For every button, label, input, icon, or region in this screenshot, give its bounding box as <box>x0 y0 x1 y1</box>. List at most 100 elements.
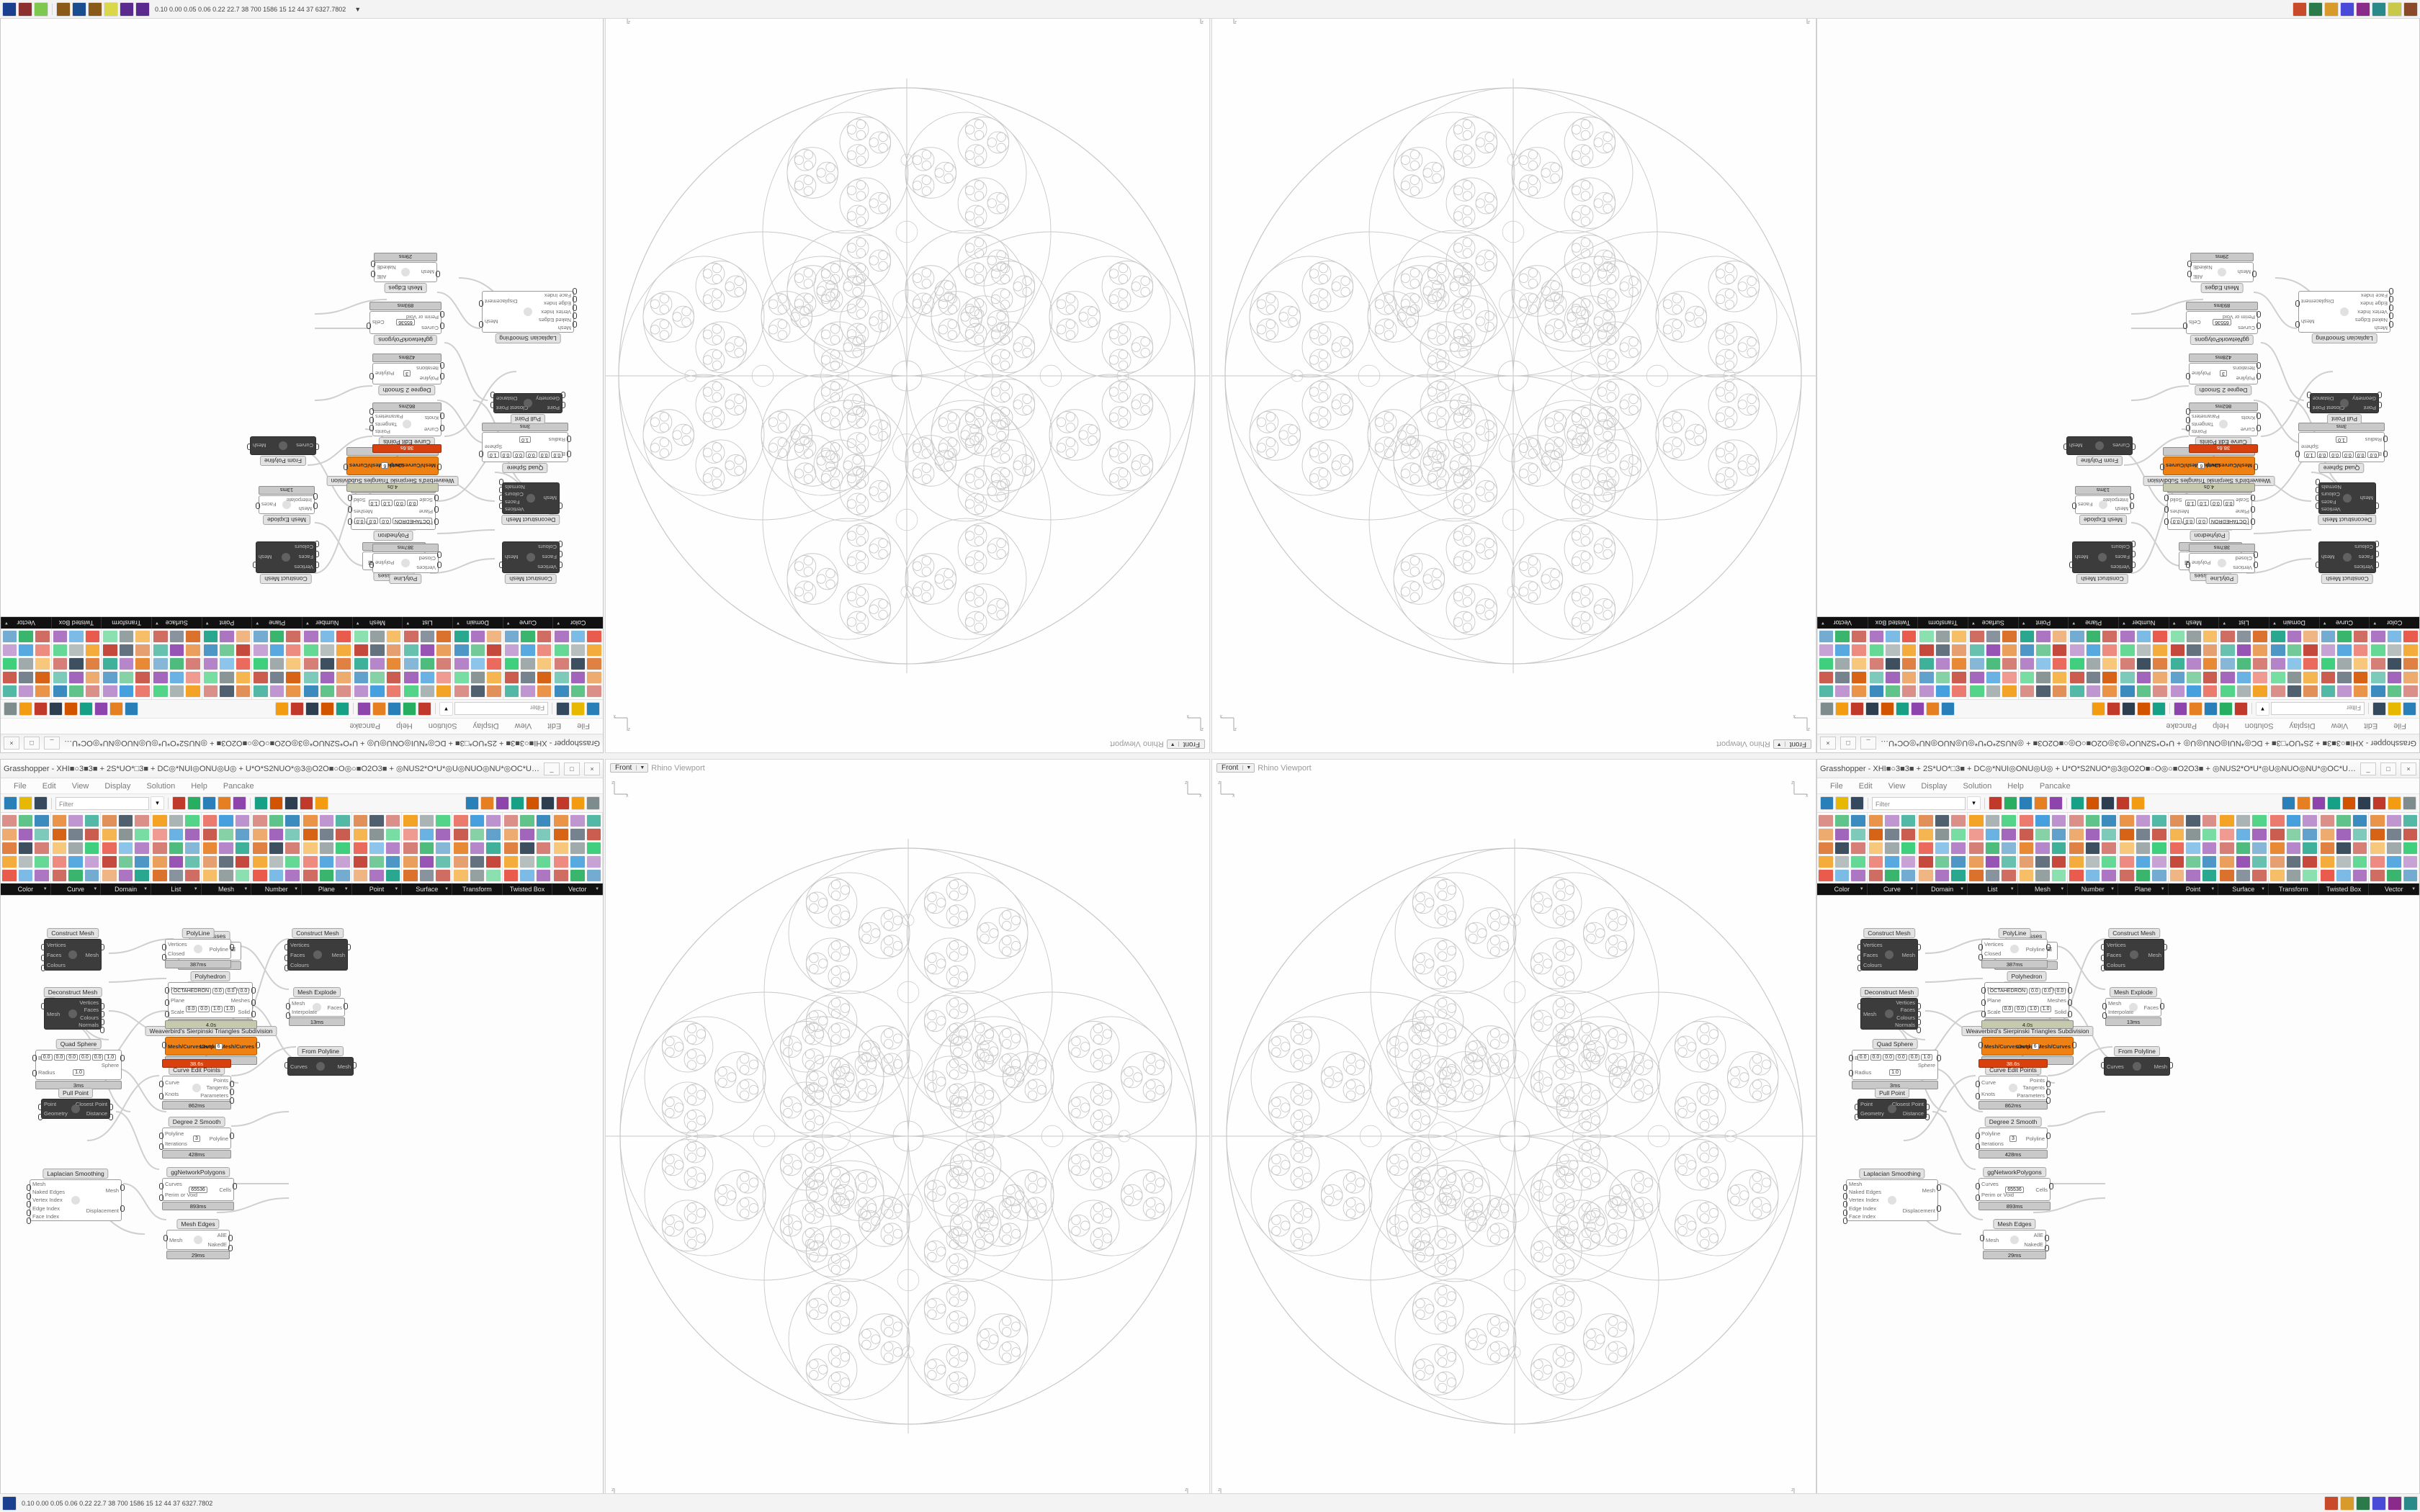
chevron-down-icon[interactable]: ▼ <box>1167 742 1179 747</box>
input-port-label[interactable]: Knots <box>2241 415 2255 422</box>
node-output-ports[interactable]: Points Tangents Parameters <box>375 413 403 436</box>
port-grip-output[interactable] <box>348 518 352 525</box>
node-input-ports[interactable]: Mesh <box>544 483 557 513</box>
port-grip-output[interactable] <box>2295 451 2300 457</box>
component-icon[interactable] <box>2102 671 2118 684</box>
port-row[interactable]: Points <box>2192 428 2220 435</box>
component-icon[interactable] <box>2336 671 2352 684</box>
chevron-down-icon[interactable]: ▼ <box>193 887 198 891</box>
component-icon[interactable] <box>419 657 436 670</box>
input-port-label[interactable]: Mesh <box>1849 1181 1863 1188</box>
component-icon[interactable] <box>202 657 219 670</box>
component-icon[interactable] <box>2235 842 2251 855</box>
component-icon[interactable] <box>1868 671 1885 684</box>
shaded-icon[interactable] <box>233 796 246 810</box>
port-grip-input[interactable] <box>558 540 563 547</box>
node-caption[interactable]: From Polyline <box>2076 456 2123 466</box>
menu-item-view[interactable]: View <box>71 781 89 791</box>
port-row[interactable]: Colours <box>2354 544 2373 551</box>
component-icon[interactable] <box>403 671 419 684</box>
component-icon[interactable] <box>117 842 134 855</box>
viewport-canvas[interactable]: zxzxzxzxFront▼Rhino Viewport <box>1211 1 1816 752</box>
component-icon[interactable] <box>2169 671 2186 684</box>
node-caption[interactable]: Construct Mesh <box>505 574 557 584</box>
component-group-curve[interactable] <box>50 813 102 883</box>
input-port-label[interactable]: Knots <box>424 415 439 422</box>
chevron-down-icon[interactable]: ▼ <box>294 887 299 891</box>
component-icon[interactable] <box>553 814 569 827</box>
component-icon[interactable] <box>202 855 218 868</box>
component-icon[interactable] <box>1934 814 1950 827</box>
component-icon[interactable] <box>570 630 586 643</box>
profiler-icon[interactable] <box>2116 796 2130 810</box>
node-deconstruct-mesh[interactable]: Deconstruct Mesh Mesh Vertices Faces Colours… <box>41 987 104 1033</box>
viewport-view-name[interactable]: Front <box>1222 764 1239 772</box>
component-group-plane[interactable] <box>251 629 302 699</box>
component-icon[interactable] <box>2270 685 2286 698</box>
input-port-label[interactable]: Radius <box>548 436 565 444</box>
widget-icon[interactable] <box>315 796 328 810</box>
port-row[interactable]: Output Mesh/Curves <box>2018 1043 2071 1050</box>
output-port-label[interactable]: Sphere <box>101 1061 119 1068</box>
output-port-label[interactable]: Faces <box>2143 1004 2159 1011</box>
node-timer-red[interactable]: 38.6s <box>1978 1059 2048 1068</box>
component-icon[interactable] <box>353 671 369 684</box>
port-grip-output[interactable] <box>2072 503 2076 509</box>
output-port-label[interactable]: Curves <box>354 520 371 527</box>
port-row[interactable]: Parameters <box>200 1092 228 1099</box>
port-row[interactable]: Name <box>1987 986 2002 992</box>
port-row[interactable]: Solid <box>2170 498 2189 504</box>
toolbar[interactable]: Filter ▾ <box>1 794 603 813</box>
port-grip-input[interactable] <box>162 944 166 950</box>
port-row[interactable]: Mesh <box>2301 319 2334 325</box>
save-disk-icon[interactable] <box>34 796 48 810</box>
component-icon[interactable] <box>1984 855 2001 868</box>
chevron-down-icon[interactable]: ▼ <box>405 621 411 625</box>
component-icon[interactable] <box>2370 657 2386 670</box>
component-icon[interactable] <box>1900 828 1917 841</box>
port-row[interactable]: Colours <box>79 1014 99 1021</box>
port-row[interactable]: Sphere <box>1918 1062 1935 1068</box>
component-icon[interactable] <box>218 814 234 827</box>
component-icon[interactable] <box>570 685 586 698</box>
component-icon[interactable] <box>353 630 369 643</box>
component-icon[interactable] <box>1968 657 1985 670</box>
port-grip-input[interactable] <box>561 402 565 408</box>
component-icon[interactable] <box>2151 869 2167 882</box>
menu-item-pancake[interactable]: Pancake <box>2039 781 2071 791</box>
output-port-label[interactable]: Tangents <box>375 420 398 428</box>
component-group-curve[interactable] <box>502 629 553 699</box>
tab-label[interactable]: List <box>422 619 433 626</box>
component-icon[interactable] <box>436 685 452 698</box>
component-icon[interactable] <box>554 630 570 643</box>
component-icon[interactable] <box>102 630 118 643</box>
component-icon[interactable] <box>485 828 501 841</box>
node-body[interactable]: Mesh/Curves Output Mesh/Curves Level 6 <box>162 1037 260 1056</box>
output-port-label[interactable]: Faces <box>327 1004 342 1011</box>
component-icon[interactable] <box>1834 869 1850 882</box>
node-caption[interactable]: Construct Mesh <box>47 928 99 938</box>
node-caption[interactable]: Construct Mesh <box>2321 574 2373 584</box>
port-grip-input[interactable] <box>1857 965 1862 972</box>
tab-label[interactable]: Vector <box>1833 619 1852 626</box>
component-icon[interactable] <box>2303 644 2318 657</box>
component-icon[interactable] <box>1968 671 1985 684</box>
node-preview-glyph[interactable] <box>68 950 77 959</box>
node-output-ports[interactable]: Polyline <box>2026 940 2045 958</box>
component-icon[interactable] <box>1984 869 2001 882</box>
component-icon[interactable] <box>285 657 301 670</box>
input-port-label[interactable]: Curves <box>421 325 439 331</box>
menu-item-help[interactable]: Help <box>396 721 413 731</box>
component-icon[interactable] <box>18 657 35 670</box>
component-icon[interactable] <box>252 869 268 882</box>
component-icon[interactable] <box>152 657 169 670</box>
output-port-label[interactable]: Polyline <box>209 1135 228 1142</box>
input-port-label[interactable]: Faces <box>2107 951 2122 958</box>
node-preview-glyph[interactable] <box>2095 441 2104 450</box>
camera-icon[interactable] <box>2327 796 2341 810</box>
component-icon[interactable] <box>2152 644 2168 657</box>
component-icon[interactable] <box>2035 671 2051 684</box>
port-row[interactable]: Curve <box>2241 427 2255 433</box>
node-value-field[interactable]: 0.0 <box>1883 1054 1894 1061</box>
component-icon[interactable] <box>2336 814 2352 827</box>
